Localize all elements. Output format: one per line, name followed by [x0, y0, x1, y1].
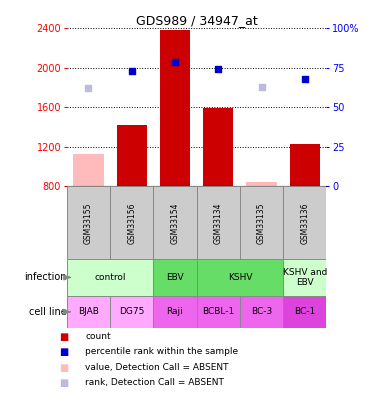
Bar	[290, 144, 320, 186]
Bar	[153, 186, 197, 259]
Bar	[67, 259, 153, 296]
Text: ■: ■	[59, 332, 69, 342]
Text: control: control	[94, 273, 126, 282]
Bar	[110, 296, 153, 328]
Bar	[283, 186, 326, 259]
Bar	[283, 259, 326, 296]
Point	[172, 58, 178, 65]
Point	[129, 68, 135, 74]
Text: BC-3: BC-3	[251, 307, 272, 316]
Point	[215, 66, 221, 72]
Text: BCBL-1: BCBL-1	[202, 307, 234, 316]
Bar	[197, 186, 240, 259]
Bar	[240, 296, 283, 328]
Point	[259, 83, 265, 90]
Text: DG75: DG75	[119, 307, 144, 316]
Text: Raji: Raji	[167, 307, 183, 316]
Text: BJAB: BJAB	[78, 307, 99, 316]
Bar	[246, 182, 277, 186]
Bar	[283, 296, 326, 328]
Text: EBV: EBV	[166, 273, 184, 282]
Text: infection: infection	[24, 273, 67, 282]
Text: cell line: cell line	[29, 307, 67, 317]
Bar	[153, 296, 197, 328]
Text: GSM33155: GSM33155	[84, 202, 93, 243]
Bar	[110, 186, 153, 259]
Bar	[240, 186, 283, 259]
Bar	[197, 259, 283, 296]
Text: GSM33134: GSM33134	[214, 202, 223, 243]
Text: GSM33135: GSM33135	[257, 202, 266, 243]
Title: GDS989 / 34947_at: GDS989 / 34947_at	[136, 14, 257, 27]
Bar	[160, 30, 190, 186]
Point	[85, 85, 91, 92]
Text: BC-1: BC-1	[294, 307, 315, 316]
Text: ■: ■	[59, 363, 69, 373]
Text: GSM33156: GSM33156	[127, 202, 136, 243]
Bar	[203, 108, 233, 186]
Text: count: count	[85, 332, 111, 341]
Bar	[67, 186, 110, 259]
Bar	[73, 154, 104, 186]
Text: GSM33154: GSM33154	[171, 202, 180, 243]
Bar	[153, 259, 197, 296]
Text: ■: ■	[59, 378, 69, 388]
Bar	[116, 125, 147, 186]
Text: KSHV: KSHV	[228, 273, 252, 282]
Bar	[197, 296, 240, 328]
Text: KSHV and
EBV: KSHV and EBV	[283, 268, 327, 287]
Text: value, Detection Call = ABSENT: value, Detection Call = ABSENT	[85, 363, 229, 372]
Text: percentile rank within the sample: percentile rank within the sample	[85, 347, 239, 356]
Text: ■: ■	[59, 347, 69, 358]
Bar	[67, 296, 110, 328]
Text: rank, Detection Call = ABSENT: rank, Detection Call = ABSENT	[85, 378, 224, 387]
Text: GSM33136: GSM33136	[301, 202, 309, 243]
Point	[302, 76, 308, 82]
